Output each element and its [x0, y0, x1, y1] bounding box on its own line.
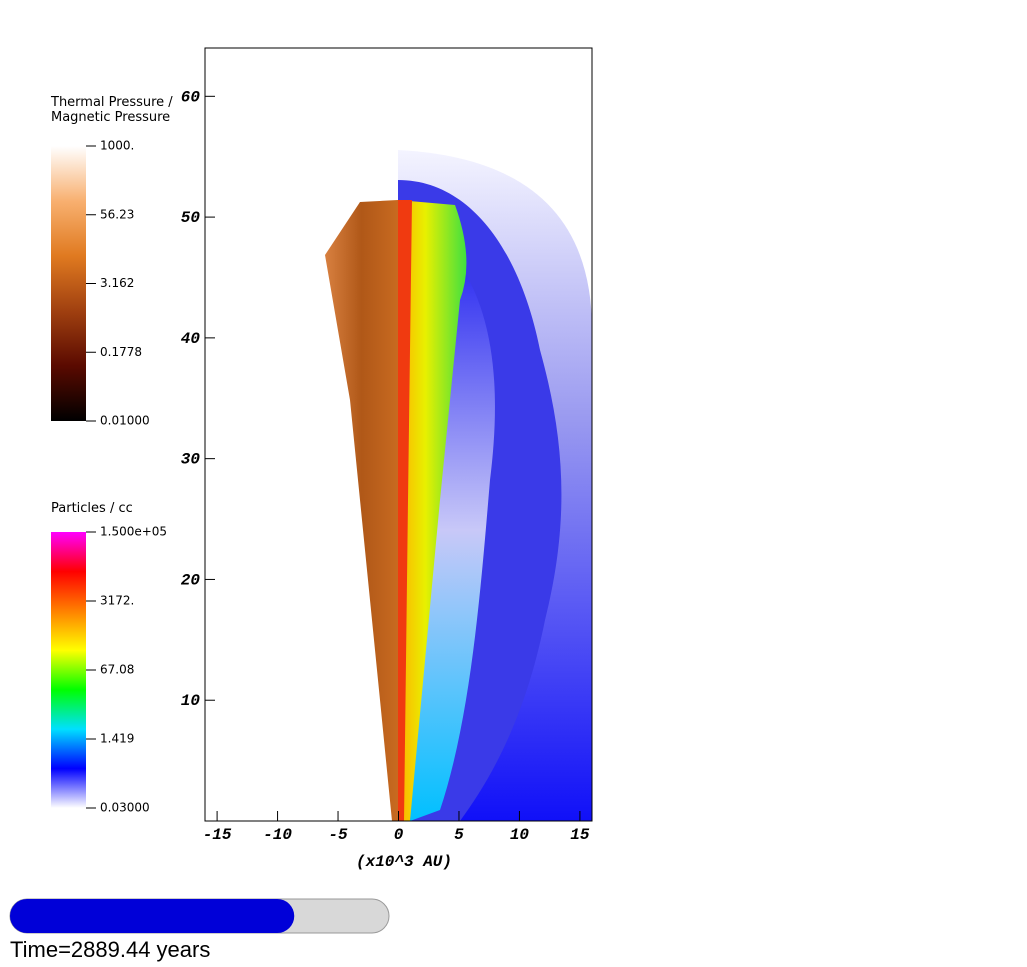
- colorbar-title: Magnetic Pressure: [51, 110, 170, 125]
- colorbar-tick-label: 3172.: [100, 594, 134, 608]
- colorbar: [51, 146, 86, 421]
- y-tick-label: 50: [181, 209, 201, 227]
- colorbar-tick-label: 3.162: [100, 276, 134, 290]
- x-tick-label: 5: [454, 826, 464, 844]
- colorbar-tick-label: 1.419: [100, 731, 134, 745]
- x-tick-label: 15: [570, 826, 590, 844]
- colorbar-title: Thermal Pressure /: [50, 95, 173, 110]
- colorbar-tick-label: 56.23: [100, 207, 134, 221]
- x-tick-label: 10: [510, 826, 530, 844]
- colorbar-title: Particles / cc: [51, 501, 133, 516]
- x-tick-label: -15: [203, 826, 232, 844]
- time-label: Time=2889.44 years: [10, 937, 210, 962]
- colorbar-tick-label: 0.03000: [100, 801, 150, 815]
- y-tick-label: 60: [181, 88, 201, 106]
- x-axis-label: (x10^3 AU): [356, 853, 452, 871]
- y-tick-label: 10: [181, 692, 201, 710]
- colorbar: [51, 532, 86, 808]
- field-image: [325, 150, 592, 821]
- y-tick-label: 40: [181, 330, 201, 348]
- x-tick-label: -5: [328, 826, 348, 844]
- y-tick-label: 20: [181, 571, 201, 589]
- colorbar-tick-label: 1.500e+05: [100, 525, 167, 539]
- progress-fill: [10, 899, 295, 933]
- x-tick-label: -10: [263, 826, 292, 844]
- colorbar-tick-label: 67.08: [100, 663, 134, 677]
- colorbar-tick-label: 1000.: [100, 139, 134, 153]
- y-tick-label: 30: [181, 451, 201, 469]
- colorbar-tick-label: 0.1778: [100, 345, 142, 359]
- colorbar-tick-label: 0.01000: [100, 414, 150, 428]
- x-tick-label: 0: [394, 826, 404, 844]
